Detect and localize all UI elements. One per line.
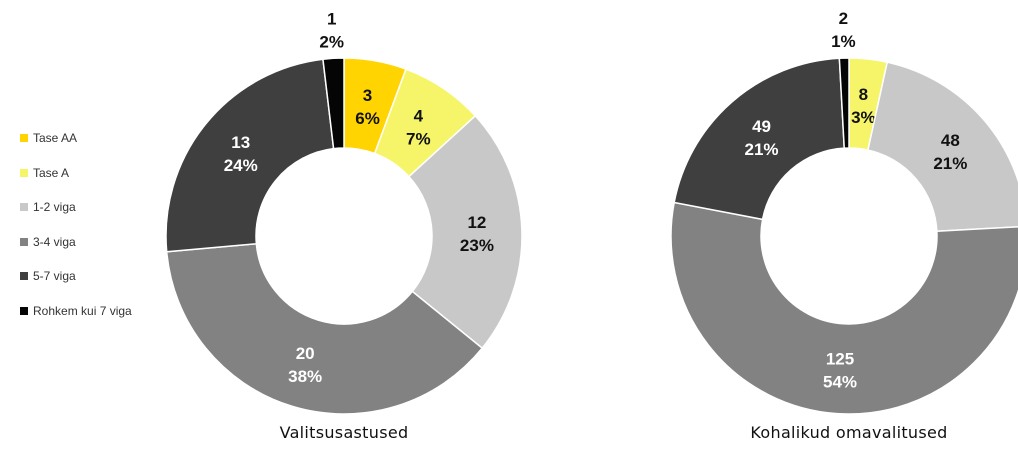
legend-label: Tase AA <box>33 131 78 145</box>
slice-value-label: 8 <box>859 85 868 104</box>
chart-title-kohalikud-omavalitused: Kohalikud omavalitused <box>750 423 948 442</box>
slice-percent-label: 23% <box>460 236 494 255</box>
donut-slice-1-2-viga <box>407 114 523 350</box>
legend-label: 5-7 viga <box>33 269 76 284</box>
legend-label: Rohkem kui 7 viga <box>33 303 132 318</box>
legend-swatch <box>20 134 28 142</box>
slice-value-label: 4 <box>414 107 424 126</box>
slice-percent-label: 1% <box>831 32 856 51</box>
slice-value-label: 2 <box>839 9 848 28</box>
slice-percent-label: 54% <box>823 373 857 392</box>
donut-chart-valitsusastused: 3 6% 4 7% 12 23% 20 38% 13 24% 1 2% <box>165 9 523 415</box>
slice-value-label: 49 <box>752 117 771 136</box>
slice-percent-label: 24% <box>224 156 258 175</box>
legend-item-tase-a: Tase A <box>20 162 132 184</box>
slice-value-label: 1 <box>327 9 336 28</box>
legend-item-5-7-viga: 5-7 viga <box>20 265 132 287</box>
slice-value-label: 12 <box>467 213 486 232</box>
slice-percent-label: 21% <box>745 140 779 159</box>
donut-slice-3-4-viga <box>670 201 1018 415</box>
donut-slice-rohkem-kui-7-viga <box>322 57 345 150</box>
slice-value-label: 48 <box>941 131 960 150</box>
slice-percent-label: 21% <box>933 154 967 173</box>
slice-percent-label: 3% <box>851 108 876 127</box>
slice-percent-label: 2% <box>319 32 344 51</box>
slice-value-label: 20 <box>296 344 315 363</box>
legend-swatch <box>20 272 28 281</box>
legend-item-3-4-viga: 3-4 viga <box>20 231 132 253</box>
slice-percent-label: 38% <box>288 367 322 386</box>
legend-swatch <box>20 168 28 177</box>
legend-swatch <box>20 306 28 315</box>
slice-value-label: 13 <box>231 133 250 152</box>
donut-slice-5-7-viga <box>165 58 335 253</box>
legend-label: Tase A <box>33 165 70 180</box>
legend: Tase AA Tase A 1-2 viga 3-4 viga 5-7 vig… <box>20 127 132 335</box>
slice-percent-label: 6% <box>355 109 380 128</box>
slice-percent-label: 7% <box>406 130 431 149</box>
legend-label: 3-4 viga <box>33 234 76 249</box>
donut-slice-5-7-viga <box>673 57 846 221</box>
slice-value-label: 125 <box>826 350 854 369</box>
donut-slice-3-4-viga <box>165 243 484 415</box>
legend-item-1-2-viga: 1-2 viga <box>20 196 132 218</box>
legend-label: 1-2 viga <box>33 200 76 215</box>
legend-item-tase-aa: Tase AA <box>20 127 132 149</box>
chart-title-valitsusastused: Valitsusastused <box>279 423 409 442</box>
slice-value-label: 3 <box>363 86 372 105</box>
legend-item-rohkem-kui-7-viga: Rohkem kui 7 viga <box>20 300 132 322</box>
donut-slice-rohkem-kui-7-viga <box>838 57 850 149</box>
donut-slice-1-2-viga <box>867 61 1018 233</box>
legend-swatch <box>20 203 28 212</box>
legend-swatch <box>20 237 28 246</box>
